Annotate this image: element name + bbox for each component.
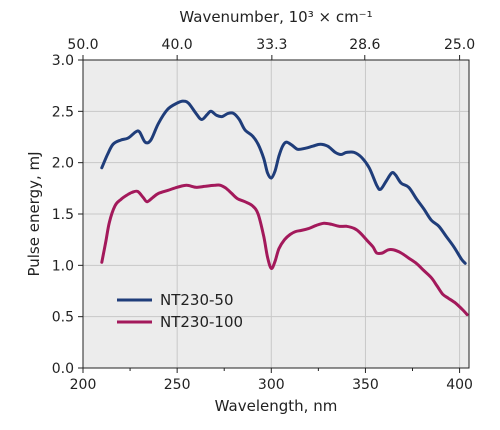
y-tick-label: 3.0 [52,53,74,69]
x-axis-title: Wavelength, nm [215,397,338,415]
y-tick-label: 2.0 [52,156,74,172]
top-tick-label: 25.0 [444,37,475,53]
y-tick-label: 1.0 [52,258,74,274]
series-layer [100,99,469,317]
y-tick-label: 1.5 [52,207,74,223]
top-tick-label: 28.6 [349,37,380,53]
top-axis-title: Wavenumber, 10³ × cm⁻¹ [179,8,372,26]
y-axis-title: Pulse energy, mJ [25,151,43,276]
legend: NT230-50 NT230-100 [117,291,243,331]
legend-label-nt230-50: NT230-50 [160,291,234,309]
x-tick-label: 350 [352,377,379,393]
legend-label-nt230-100: NT230-100 [160,313,243,331]
ticks [78,55,461,373]
x-tick-label: 200 [70,377,97,393]
x-tick-label: 300 [258,377,285,393]
x-tick-label: 400 [446,377,473,393]
y-tick-label: 0.0 [52,361,74,377]
series-line-nt230-50 [100,99,467,265]
top-tick-label: 50.0 [67,37,98,53]
top-tick-label: 33.3 [256,37,287,53]
series-line-nt230-100 [100,183,469,317]
y-tick-label: 2.5 [52,104,74,120]
x-tick-label: 250 [164,377,191,393]
tick-labels: 0.0 0.5 1.0 1.5 2.0 2.5 3.0 200 250 300 350 400 50.0… [52,37,475,393]
y-tick-label: 0.5 [52,310,74,326]
top-tick-label: 40.0 [162,37,193,53]
